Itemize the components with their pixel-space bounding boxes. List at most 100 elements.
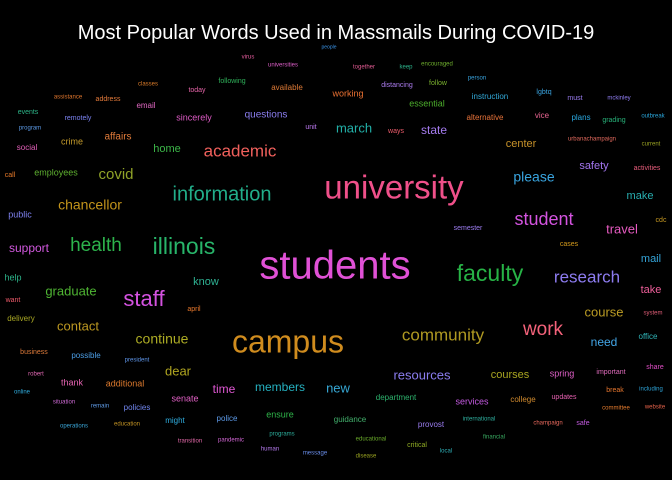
cloud-word-system: system [643,311,662,317]
cloud-word-new: new [326,380,350,395]
cloud-word-possible: possible [71,351,101,360]
cloud-word-educational: educational [356,437,387,443]
cloud-word-including: including [639,387,663,393]
cloud-word-human: human [261,447,279,453]
cloud-word-distancing: distancing [381,82,413,89]
cloud-word-remotely: remotely [65,115,92,122]
cloud-word-resources: resources [393,367,451,382]
cloud-word-provost: provost [418,420,445,429]
cloud-word-cdc: cdc [656,217,667,224]
cloud-word-mckinley: mckinley [607,96,630,102]
cloud-word-today: today [188,87,206,94]
cloud-word-remain: remain [91,404,109,410]
cloud-word-cases: cases [560,241,579,248]
cloud-word-international: international [463,417,496,423]
cloud-word-operations: operations [60,424,88,430]
cloud-word-senate: senate [171,393,198,403]
cloud-word-ways: ways [387,128,404,135]
cloud-word-mail: mail [641,253,661,265]
cloud-word-guidance: guidance [334,415,367,424]
cloud-word-unit: unit [305,124,316,131]
cloud-word-illinois: illinois [153,233,216,259]
cloud-word-student: student [514,209,573,229]
cloud-word-want: want [5,297,21,304]
cloud-word-students: students [259,244,410,288]
cloud-word-email: email [136,101,155,110]
cloud-word-research: research [554,267,620,286]
cloud-word-college: college [510,395,536,404]
cloud-word-policies: policies [124,403,151,412]
cloud-word-together: together [353,65,375,71]
cloud-word-program: program [19,126,41,132]
cloud-word-essential: essential [409,98,445,108]
cloud-word-classes: classes [138,82,158,88]
cloud-word-current: current [642,142,661,148]
cloud-word-urbanachampaign: urbanachampaign [568,137,616,143]
cloud-word-take: take [641,284,662,296]
cloud-word-graduate: graduate [45,283,96,298]
cloud-word-travel: travel [606,221,638,236]
cloud-word-instruction: instruction [472,92,508,101]
cloud-word-april: april [187,306,201,313]
cloud-word-universities: universities [268,63,298,69]
cloud-word-employees: employees [34,167,78,177]
cloud-word-ensure: ensure [266,409,294,419]
cloud-word-robert: robert [28,372,44,378]
cloud-word-champaign: champaign [533,421,562,427]
cloud-word-safety: safety [579,160,609,172]
cloud-word-academic: academic [204,141,277,160]
cloud-word-staff: staff [123,286,165,311]
cloud-word-crime: crime [61,136,83,146]
cloud-word-must: must [567,95,582,102]
cloud-word-activities: activities [634,165,661,172]
cloud-word-outbreak: outbreak [641,114,665,120]
cloud-word-working: working [331,88,363,98]
cloud-word-business: business [20,349,48,356]
cloud-word-education: education [114,422,140,428]
cloud-word-person: person [468,76,486,82]
cloud-word-spring: spring [550,368,575,378]
cloud-word-safe: safe [576,420,589,427]
cloud-word-health: health [70,235,122,256]
cloud-word-programs: programs [269,432,294,438]
cloud-word-social: social [17,143,38,152]
cloud-word-president: president [125,358,150,364]
cloud-word-make: make [627,190,654,202]
cloud-word-alternative: alternative [467,113,504,122]
cloud-word-message: message [303,451,328,457]
cloud-word-thank: thank [61,377,84,387]
chart-title: Most Popular Words Used in Massmails Dur… [77,22,595,44]
cloud-word-people: people [321,44,336,50]
cloud-word-help: help [4,272,21,282]
cloud-word-university: university [324,169,464,206]
cloud-word-financial: financial [483,435,505,441]
cloud-word-situation: situation [53,400,75,406]
cloud-word-support: support [9,241,50,255]
cloud-word-break: break [606,387,624,394]
cloud-word-affairs: affairs [104,132,131,143]
cloud-word-pandemic: pandemic [218,438,244,444]
cloud-word-state: state [421,123,447,137]
cloud-word-address: address [96,96,121,103]
cloud-word-work: work [522,319,564,340]
cloud-word-share: share [646,364,664,371]
cloud-word-course: course [584,304,623,319]
cloud-word-website: website [644,405,666,411]
cloud-word-vice: vice [535,111,550,120]
cloud-word-encouraged: encouraged [421,62,453,68]
cloud-word-lgbtq: lgbtq [536,89,551,96]
cloud-word-community: community [402,325,485,344]
cloud-word-events: events [18,109,39,116]
cloud-word-march: march [336,120,372,135]
cloud-word-center: center [506,138,537,150]
cloud-word-virus: virus [242,55,255,61]
cloud-word-plans: plans [571,113,590,122]
cloud-word-important: important [596,369,625,376]
cloud-word-information: information [173,183,272,205]
cloud-word-local: local [440,449,452,455]
cloud-word-following: following [218,78,245,85]
cloud-word-members: members [255,380,305,394]
cloud-word-online: online [14,390,31,396]
cloud-word-questions: questions [245,110,288,121]
cloud-word-dear: dear [165,363,192,378]
